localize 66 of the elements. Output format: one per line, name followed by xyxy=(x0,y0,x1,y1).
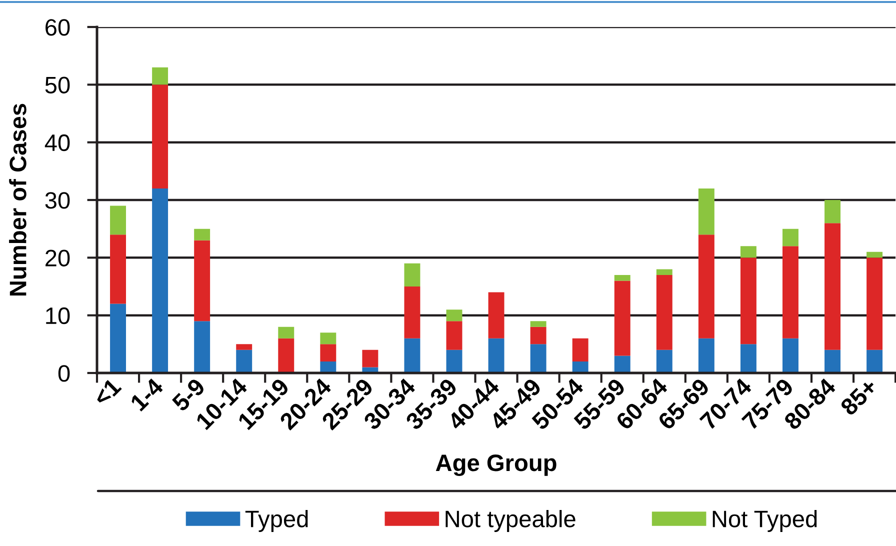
bar xyxy=(614,274,630,281)
bar xyxy=(740,344,756,373)
bar xyxy=(110,234,126,304)
y-tick-label: 40 xyxy=(44,134,70,152)
bar xyxy=(530,321,546,327)
bar xyxy=(320,361,336,373)
bar xyxy=(446,350,462,373)
bar xyxy=(698,188,714,235)
bar xyxy=(740,258,756,344)
x-tick-label: 1-4 xyxy=(130,377,164,412)
bar xyxy=(236,344,252,350)
bar xyxy=(824,223,840,350)
bar xyxy=(488,292,504,338)
bar xyxy=(152,84,168,188)
y-tick-label: 20 xyxy=(46,250,70,266)
bar xyxy=(866,252,883,258)
bar xyxy=(824,200,840,224)
bar xyxy=(782,338,798,373)
bar xyxy=(488,338,504,373)
bar xyxy=(572,338,588,362)
bar xyxy=(698,338,714,373)
bar xyxy=(782,246,798,338)
bar xyxy=(404,263,420,286)
bar xyxy=(530,344,546,373)
bar xyxy=(278,326,294,338)
bar xyxy=(320,332,336,344)
bar xyxy=(194,321,210,373)
bar xyxy=(740,246,756,258)
bar xyxy=(656,274,672,350)
bar xyxy=(404,338,420,373)
bar xyxy=(866,350,883,373)
bar xyxy=(824,350,840,373)
legend-label: Typed xyxy=(245,510,308,532)
bar xyxy=(446,321,462,350)
legend-label: Not Typed xyxy=(712,510,817,532)
bar xyxy=(782,228,798,246)
x-tick-label: <1 xyxy=(92,377,122,407)
x-axis-title: Age Group xyxy=(436,454,556,476)
bar xyxy=(320,344,336,362)
bar xyxy=(194,228,210,240)
bar xyxy=(194,240,210,322)
bar xyxy=(362,350,378,368)
bar xyxy=(110,206,126,235)
bar xyxy=(656,350,672,373)
bar xyxy=(236,350,252,373)
x-tick-label: 85+ xyxy=(839,377,878,416)
bar xyxy=(572,361,588,373)
legend-label: Not typeable xyxy=(446,510,576,532)
bar xyxy=(278,338,294,373)
bar xyxy=(656,269,672,275)
y-tick-label: 50 xyxy=(45,76,70,94)
bar xyxy=(698,234,714,338)
y-tick-label: 30 xyxy=(45,192,70,209)
bar xyxy=(404,286,420,338)
bar xyxy=(110,304,126,373)
bar xyxy=(152,188,168,373)
bar xyxy=(614,356,630,373)
y-tick-label: 10 xyxy=(46,307,70,324)
bar xyxy=(152,67,168,85)
y-tick-label: 0 xyxy=(58,365,70,382)
bar xyxy=(866,258,883,350)
bar xyxy=(614,280,630,356)
y-axis-title: Number of Cases xyxy=(9,104,26,296)
bar xyxy=(446,310,462,322)
y-tick-label: 60 xyxy=(46,19,70,36)
bar xyxy=(530,326,546,344)
